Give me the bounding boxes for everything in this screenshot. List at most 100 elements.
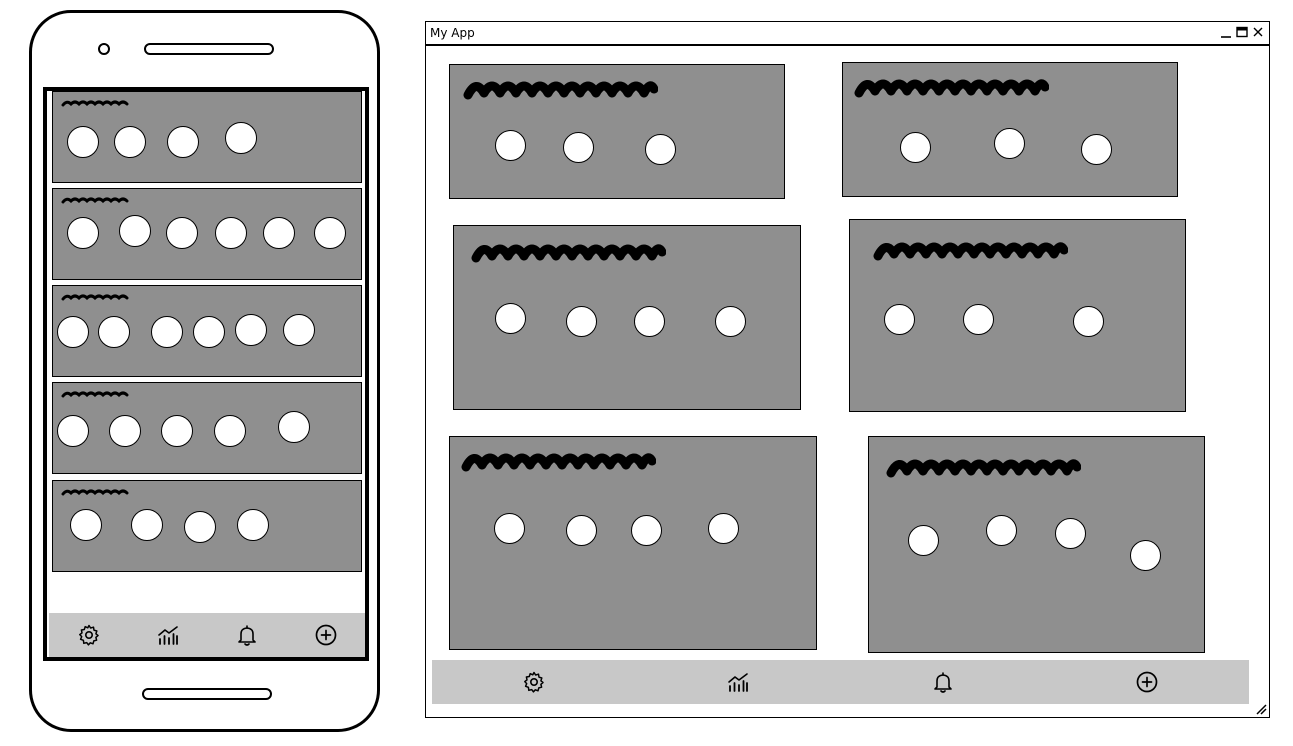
desktop-card-item[interactable]	[884, 304, 915, 335]
mobile-card-item[interactable]	[67, 126, 99, 158]
phone-camera	[98, 43, 110, 55]
desktop-card-item[interactable]	[495, 130, 526, 161]
desktop-card-item[interactable]	[994, 128, 1025, 159]
mobile-card-item[interactable]	[166, 217, 198, 249]
chart-icon	[157, 626, 178, 645]
minimize-button[interactable]	[1219, 24, 1233, 40]
desktop-card-item[interactable]	[1130, 540, 1161, 571]
mobile-tab-bar	[49, 613, 365, 657]
resize-grip-icon[interactable]	[1255, 703, 1267, 715]
card-title-scribble	[61, 294, 129, 301]
mobile-card-2[interactable]	[52, 188, 362, 280]
card-title-scribble	[463, 81, 658, 100]
desktop-card-item[interactable]	[1073, 306, 1104, 337]
tab-add[interactable]	[312, 621, 340, 649]
mobile-card-item[interactable]	[57, 316, 89, 348]
desktop-card-item[interactable]	[566, 306, 597, 337]
mobile-card-4[interactable]	[52, 382, 362, 474]
mobile-card-item[interactable]	[225, 122, 257, 154]
mobile-card-item[interactable]	[214, 415, 246, 447]
tab-settings[interactable]	[520, 668, 548, 696]
mobile-card-item[interactable]	[283, 314, 315, 346]
phone-home-button[interactable]	[142, 688, 272, 700]
plus-circle-icon	[1136, 671, 1158, 693]
mobile-card-item[interactable]	[263, 217, 295, 249]
mobile-card-item[interactable]	[184, 511, 216, 543]
plus-circle-icon	[315, 624, 336, 646]
mobile-card-item[interactable]	[151, 316, 183, 348]
mobile-card-item[interactable]	[193, 316, 225, 348]
card-title-scribble	[886, 459, 1081, 478]
card-title-scribble	[471, 244, 666, 263]
window-controls	[1219, 24, 1265, 40]
window-title: My App	[430, 26, 475, 40]
desktop-card-5[interactable]	[449, 436, 817, 650]
mobile-card-item[interactable]	[167, 126, 199, 158]
close-button[interactable]	[1251, 24, 1265, 40]
desktop-card-item[interactable]	[908, 525, 939, 556]
mobile-card-item[interactable]	[109, 415, 141, 447]
maximize-icon	[1236, 26, 1248, 38]
card-title-scribble	[461, 453, 656, 472]
mobile-card-3[interactable]	[52, 285, 362, 377]
mobile-card-item[interactable]	[161, 415, 193, 447]
tab-notifications[interactable]	[929, 668, 957, 696]
desktop-card-item[interactable]	[634, 306, 665, 337]
mobile-card-item[interactable]	[114, 126, 146, 158]
mobile-card-item[interactable]	[314, 217, 346, 249]
tab-settings[interactable]	[75, 621, 103, 649]
minimize-icon	[1221, 36, 1231, 38]
mobile-card-item[interactable]	[67, 217, 99, 249]
card-title-scribble	[61, 489, 129, 496]
desktop-card-item[interactable]	[1055, 518, 1086, 549]
desktop-card-item[interactable]	[563, 132, 594, 163]
mobile-card-item[interactable]	[131, 509, 163, 541]
mobile-card-item[interactable]	[278, 411, 310, 443]
phone-mockup	[29, 10, 380, 732]
mobile-card-item[interactable]	[237, 509, 269, 541]
card-title-scribble	[854, 79, 1049, 98]
maximize-button[interactable]	[1235, 24, 1249, 40]
desktop-card-item[interactable]	[963, 304, 994, 335]
desktop-card-item[interactable]	[1081, 134, 1112, 165]
desktop-card-item[interactable]	[494, 513, 525, 544]
gear-icon	[78, 624, 99, 646]
mobile-card-item[interactable]	[98, 316, 130, 348]
gear-icon	[524, 671, 544, 693]
desktop-card-6[interactable]	[868, 436, 1205, 653]
close-icon	[1253, 27, 1263, 37]
tab-notifications[interactable]	[233, 621, 261, 649]
mobile-card-item[interactable]	[119, 215, 151, 247]
chart-icon	[728, 673, 749, 692]
desktop-window: My App	[425, 21, 1270, 718]
desktop-card-item[interactable]	[708, 513, 739, 544]
mobile-card-5[interactable]	[52, 480, 362, 572]
bell-icon	[933, 672, 952, 693]
window-titlebar: My App	[426, 22, 1269, 46]
desktop-card-item[interactable]	[566, 515, 597, 546]
desktop-card-item[interactable]	[645, 134, 676, 165]
phone-speaker	[144, 43, 274, 55]
mobile-card-item[interactable]	[57, 415, 89, 447]
mobile-card-item[interactable]	[215, 217, 247, 249]
tab-analytics[interactable]	[724, 668, 752, 696]
phone-screen	[43, 87, 369, 661]
mobile-card-1[interactable]	[52, 91, 362, 183]
card-title-scribble	[61, 197, 129, 204]
desktop-card-item[interactable]	[986, 515, 1017, 546]
desktop-card-item[interactable]	[495, 303, 526, 334]
card-title-scribble	[873, 242, 1068, 261]
desktop-card-1[interactable]	[449, 64, 785, 199]
desktop-card-2[interactable]	[842, 62, 1178, 197]
desktop-card-4[interactable]	[849, 219, 1186, 412]
tab-add[interactable]	[1133, 668, 1161, 696]
desktop-card-item[interactable]	[631, 515, 662, 546]
desktop-card-item[interactable]	[715, 306, 746, 337]
mobile-card-item[interactable]	[235, 314, 267, 346]
mobile-card-item[interactable]	[70, 509, 102, 541]
card-title-scribble	[61, 100, 129, 107]
desktop-card-item[interactable]	[900, 132, 931, 163]
card-title-scribble	[61, 391, 129, 398]
desktop-card-3[interactable]	[453, 225, 801, 410]
tab-analytics[interactable]	[154, 621, 182, 649]
